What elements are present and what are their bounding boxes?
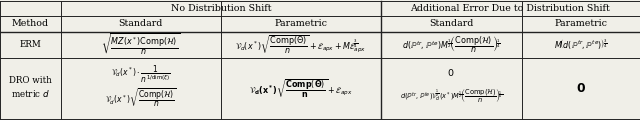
Text: Standard: Standard [118, 19, 163, 28]
Text: Parametric: Parametric [275, 19, 327, 28]
Text: $\mathcal{V}_d(x^*) \cdot \dfrac{1}{n^{1/\dim(\xi)}}$: $\mathcal{V}_d(x^*) \cdot \dfrac{1}{n^{1… [111, 63, 171, 85]
Text: $M\!\left(d(\mathbb{P}^{tr}, \mathbb{P}^{te})\right)^{\!\frac{3}{4}}$: $M\!\left(d(\mathbb{P}^{tr}, \mathbb{P}^… [554, 38, 608, 52]
Text: DRO with
metric $d$: DRO with metric $d$ [9, 76, 52, 99]
Text: $\mathbf{0}$: $\mathbf{0}$ [576, 82, 586, 95]
Text: $d(\mathbb{P}^{tr}, \mathbb{P}^{te})\mathcal{V}_d^{\frac{1}{2}}(x^*)M^{\frac{1}{: $d(\mathbb{P}^{tr}, \mathbb{P}^{te})\mat… [399, 88, 503, 105]
Text: Parametric: Parametric [554, 19, 607, 28]
Text: $\sqrt{\dfrac{MZ(x^*)\mathrm{Comp}(\mathcal{H})}{n}}$: $\sqrt{\dfrac{MZ(x^*)\mathrm{Comp}(\math… [101, 32, 180, 57]
Text: $d(\mathbb{P}^{tr}, \mathbb{P}^{te})M^{\frac{1}{2}}\!\left(\dfrac{\mathrm{Comp}(: $d(\mathbb{P}^{tr}, \mathbb{P}^{te})M^{\… [402, 34, 500, 55]
Text: $\mathbf{\mathcal{V}_d(x^*)}\sqrt{\dfrac{\mathbf{Comp}(\mathbf{\Theta})}{\mathbf: $\mathbf{\mathcal{V}_d(x^*)}\sqrt{\dfrac… [249, 77, 353, 100]
Text: $\mathcal{V}_d(x^*)\sqrt{\dfrac{\mathrm{Comp}(\Theta)}{n}} + \mathcal{E}_{apx} +: $\mathcal{V}_d(x^*)\sqrt{\dfrac{\mathrm{… [236, 34, 366, 56]
Text: $\mathcal{V}_d(x^*)\sqrt{\dfrac{\mathrm{Comp}(\mathcal{H})}{n}}$: $\mathcal{V}_d(x^*)\sqrt{\dfrac{\mathrm{… [105, 87, 177, 110]
Text: $0$: $0$ [447, 67, 455, 78]
Text: Standard: Standard [429, 19, 474, 28]
Text: Additional Error Due to Distribution Shift: Additional Error Due to Distribution Shi… [410, 4, 611, 13]
Text: No Distribution Shift: No Distribution Shift [170, 4, 271, 13]
Text: ERM: ERM [20, 40, 41, 49]
Text: Method: Method [12, 19, 49, 28]
